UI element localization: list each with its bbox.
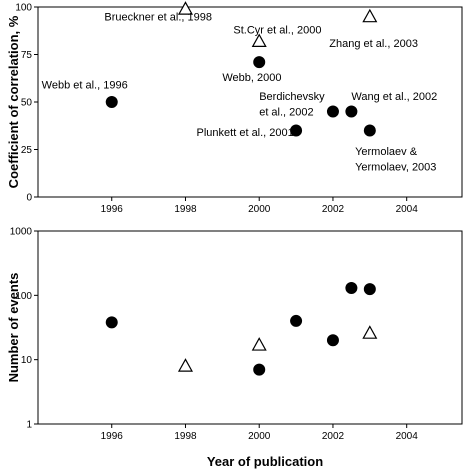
correlation-panel: 0 25 50 75 100 1996 1998 2000 2002 2004 Coefficien… (6, 1, 463, 215)
x-tick-label: 2002 (322, 431, 345, 442)
plot-frame (37, 230, 463, 425)
x-tick-label: 2004 (396, 431, 419, 442)
y-tick-label: 75 (21, 50, 33, 61)
data-point-triangle (251, 337, 267, 351)
annotation-label: Yermolaev, 2003 (355, 161, 436, 173)
data-point-triangle (251, 33, 267, 48)
data-point-circle (253, 363, 266, 376)
data-point-circle (105, 316, 118, 329)
data-point-triangle (362, 325, 378, 339)
y-axis-label: Number of events (6, 273, 21, 383)
data-point-triangle (177, 358, 193, 372)
y-tick-label: 25 (21, 145, 33, 156)
y-tick-label: 50 (21, 98, 33, 109)
data-point-triangle (362, 8, 378, 23)
data-point-circle (326, 105, 339, 118)
data-point-circle (363, 283, 376, 296)
data-point-circle (363, 124, 376, 137)
x-tick-label: 1998 (174, 204, 197, 215)
data-point-circle (290, 314, 303, 327)
annotation-label: Zhang et al., 2003 (329, 38, 418, 50)
data-point-circle (105, 96, 118, 108)
data-point-circle (345, 105, 358, 118)
annotation-label: St.Cyr et al., 2000 (233, 25, 321, 37)
annotation-label: Brueckner et al., 1998 (104, 11, 212, 23)
y-tick-label: 100 (15, 291, 32, 302)
y-tick-label: 0 (26, 193, 32, 204)
y-tick-label: 1 (26, 420, 32, 431)
data-point-circle (326, 334, 339, 347)
annotation-label: Webb et al., 1996 (42, 80, 128, 92)
x-tick-label: 1998 (174, 431, 197, 442)
y-tick-label: 10 (21, 355, 33, 366)
x-tick-label: 2000 (248, 431, 271, 442)
events-panel: 1 10 100 1000 1996 1998 2000 2002 2004 Number of … (6, 227, 463, 469)
data-point-triangle (177, 1, 193, 15)
annotation-label: et al., 2002 (259, 106, 313, 118)
y-tick-label: 1000 (10, 227, 33, 238)
x-tick-label: 1996 (101, 204, 124, 215)
y-tick-label: 100 (15, 3, 32, 14)
x-tick-label: 2000 (248, 204, 271, 215)
data-point-circle (345, 282, 358, 295)
x-axis-label: Year of publication (207, 454, 323, 469)
data-point-circle (290, 124, 303, 137)
x-tick-label: 2004 (396, 204, 419, 215)
annotation-label: Yermolaev & (355, 146, 418, 158)
y-axis-label: Coefficient of correlation, % (6, 15, 21, 188)
annotation-label: Berdichevsky (259, 91, 325, 103)
annotation-label: Plunkett et al., 2001 (197, 127, 294, 139)
annotation-label: Webb, 2000 (222, 72, 281, 84)
x-tick-label: 1996 (101, 431, 124, 442)
data-point-circle (253, 56, 266, 69)
annotation-label: Wang et al., 2002 (351, 91, 437, 103)
x-tick-label: 2002 (322, 204, 345, 215)
